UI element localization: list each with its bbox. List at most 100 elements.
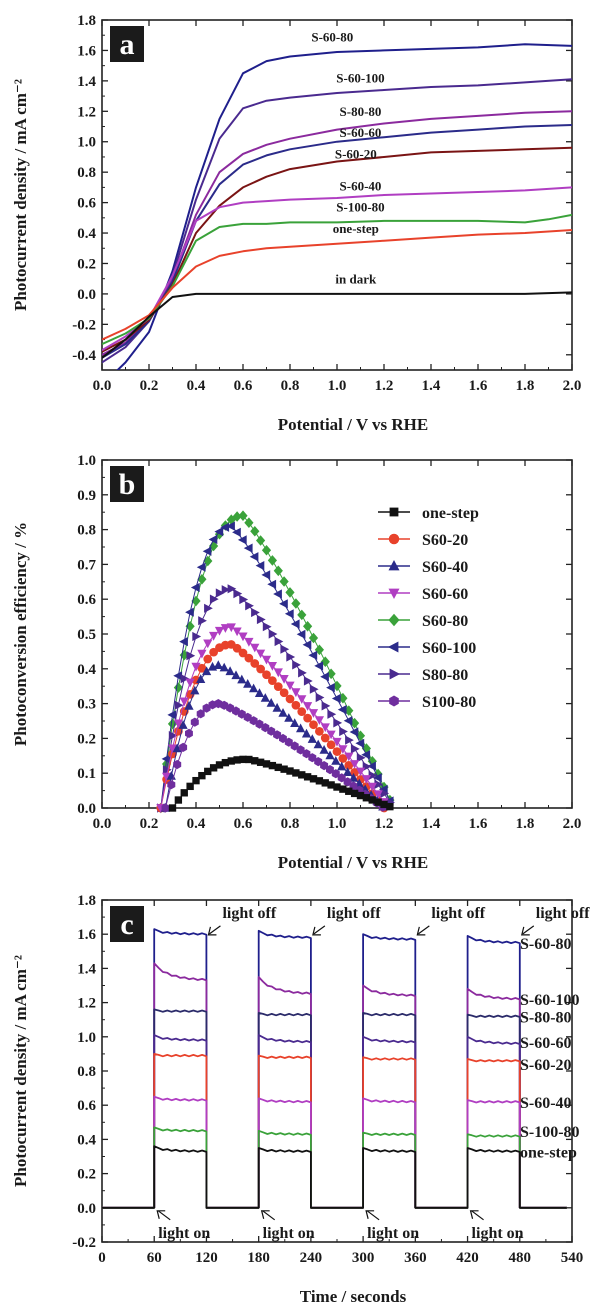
- x-tick-label: 360: [404, 1250, 427, 1266]
- data-point-S60-100: [314, 661, 323, 670]
- y-tick-label: 0.4: [77, 662, 96, 678]
- panel-badge-letter: b: [119, 468, 136, 501]
- data-point-S60-20: [203, 655, 212, 664]
- data-point-S80-80: [286, 652, 295, 661]
- y-tick-label: 1.2: [77, 104, 96, 120]
- y-tick-label: 0.2: [77, 256, 96, 272]
- data-point-S60-80: [303, 621, 312, 632]
- arrow-off: [314, 926, 325, 934]
- series-label: S-60-40: [520, 1095, 572, 1112]
- series-line-S-60-40: [102, 1097, 567, 1208]
- x-tick-label: 0.6: [234, 816, 253, 832]
- data-point-S80-80: [351, 744, 360, 753]
- x-axis-label: Potential / V vs RHE: [278, 853, 429, 872]
- y-tick-label: 0.8: [77, 165, 96, 181]
- legend-label: S80-80: [422, 667, 468, 684]
- data-point-one-step: [175, 796, 182, 803]
- x-tick-label: 240: [300, 1250, 323, 1266]
- data-point-S80-80: [269, 629, 278, 638]
- x-tick-label: 1.4: [422, 378, 441, 394]
- y-tick-label: 0.1: [77, 766, 96, 782]
- y-tick-label: 1.6: [77, 43, 96, 59]
- x-tick-label: 0.2: [140, 378, 159, 394]
- data-point-S60-80: [291, 598, 300, 609]
- x-tick-label: 120: [195, 1250, 218, 1266]
- y-tick-label: -0.2: [72, 317, 96, 333]
- series-label: one-step: [333, 221, 379, 236]
- arrow-on: [263, 1211, 275, 1220]
- data-point-S60-100: [279, 599, 288, 608]
- y-axis-label: Photocurrent density / mA cm⁻²: [11, 955, 30, 1187]
- legend-marker: [390, 669, 401, 680]
- legend-marker: [389, 589, 400, 599]
- data-point-S80-80: [198, 616, 207, 625]
- legend-label: S60-100: [422, 640, 476, 657]
- data-point-S60-60: [203, 640, 212, 649]
- series-label: S-100-80: [336, 200, 384, 215]
- light-off-label: light off: [431, 905, 485, 922]
- arrow-on: [367, 1211, 379, 1220]
- legend-marker: [389, 560, 400, 570]
- panel-c: 0 60 120 180 240 300 360 420 480 540-0.20.00.20.4…: [11, 893, 590, 1306]
- data-point-S80-80: [316, 693, 325, 702]
- y-tick-label: 0.9: [77, 488, 96, 504]
- legend-marker: [389, 696, 399, 707]
- data-point-S60-100: [303, 640, 312, 649]
- data-point-S60-80: [262, 545, 271, 556]
- x-tick-label: 540: [561, 1250, 584, 1266]
- arrow-off: [418, 926, 429, 934]
- panel-badge-letter: a: [120, 28, 135, 61]
- x-tick-label: 1.8: [516, 816, 535, 832]
- y-tick-label: 0.4: [77, 226, 96, 242]
- y-tick-label: 1.4: [77, 74, 96, 90]
- data-point-S60-80: [268, 555, 277, 566]
- data-point-S60-100: [338, 705, 347, 714]
- series-label: S-100-80: [520, 1124, 580, 1141]
- data-point-S60-100: [291, 619, 300, 628]
- x-tick-label: 0.8: [281, 378, 300, 394]
- arrow-on: [472, 1211, 484, 1220]
- series-line-S-100-80: [102, 1127, 567, 1207]
- x-axis-label: Potential / V vs RHE: [278, 415, 429, 434]
- light-off-label: light off: [222, 905, 276, 922]
- y-tick-label: 1.8: [77, 893, 96, 909]
- data-point-S60-100: [326, 683, 335, 692]
- data-point-S60-80: [285, 587, 294, 598]
- data-point-S60-100: [308, 651, 317, 660]
- data-point-S60-80: [250, 526, 259, 537]
- series-label: S-60-60: [340, 125, 382, 140]
- y-tick-label: 0.7: [77, 557, 96, 573]
- data-point-S80-80: [263, 622, 272, 631]
- data-point-S60-40: [214, 660, 223, 669]
- data-point-one-step: [169, 804, 176, 811]
- data-point-one-step: [181, 789, 188, 796]
- data-point-S60-100: [244, 544, 253, 553]
- x-tick-label: 1.6: [469, 816, 488, 832]
- series-line-S-60-20: [102, 148, 572, 352]
- data-point-S60-100: [256, 561, 265, 570]
- series-label: S-60-20: [335, 146, 377, 161]
- data-point-S80-80: [275, 637, 284, 646]
- y-tick-label: 0.0: [77, 801, 96, 817]
- panel-b: 0.0 0.2 0.4 0.6 0.8 1.0 1.2 1.4 1.6 1.8 2.00.00.10…: [11, 453, 581, 872]
- y-tick-label: 0.6: [77, 1098, 96, 1114]
- x-tick-label: 1.6: [469, 378, 488, 394]
- arrow-off: [209, 926, 220, 934]
- legend-marker: [389, 614, 400, 627]
- data-point-S60-100: [332, 694, 341, 703]
- series-label: S-60-80: [311, 29, 353, 44]
- y-tick-label: 0.6: [77, 592, 96, 608]
- y-tick-label: -0.4: [72, 348, 96, 364]
- data-point-S60-100: [238, 535, 247, 544]
- legend-label: S60-60: [422, 586, 468, 603]
- series-label: in dark: [335, 271, 377, 286]
- x-axis-label: Time / seconds: [300, 1287, 407, 1306]
- y-tick-label: 0.5: [77, 627, 96, 643]
- x-tick-label: 1.8: [516, 378, 535, 394]
- data-point-S80-80: [345, 736, 354, 745]
- x-tick-label: 60: [147, 1250, 162, 1266]
- series-line-S-60-80: [102, 929, 567, 1208]
- x-tick-label: 0.8: [281, 816, 300, 832]
- data-point-S60-20: [321, 734, 330, 743]
- data-point-S60-80: [297, 610, 306, 621]
